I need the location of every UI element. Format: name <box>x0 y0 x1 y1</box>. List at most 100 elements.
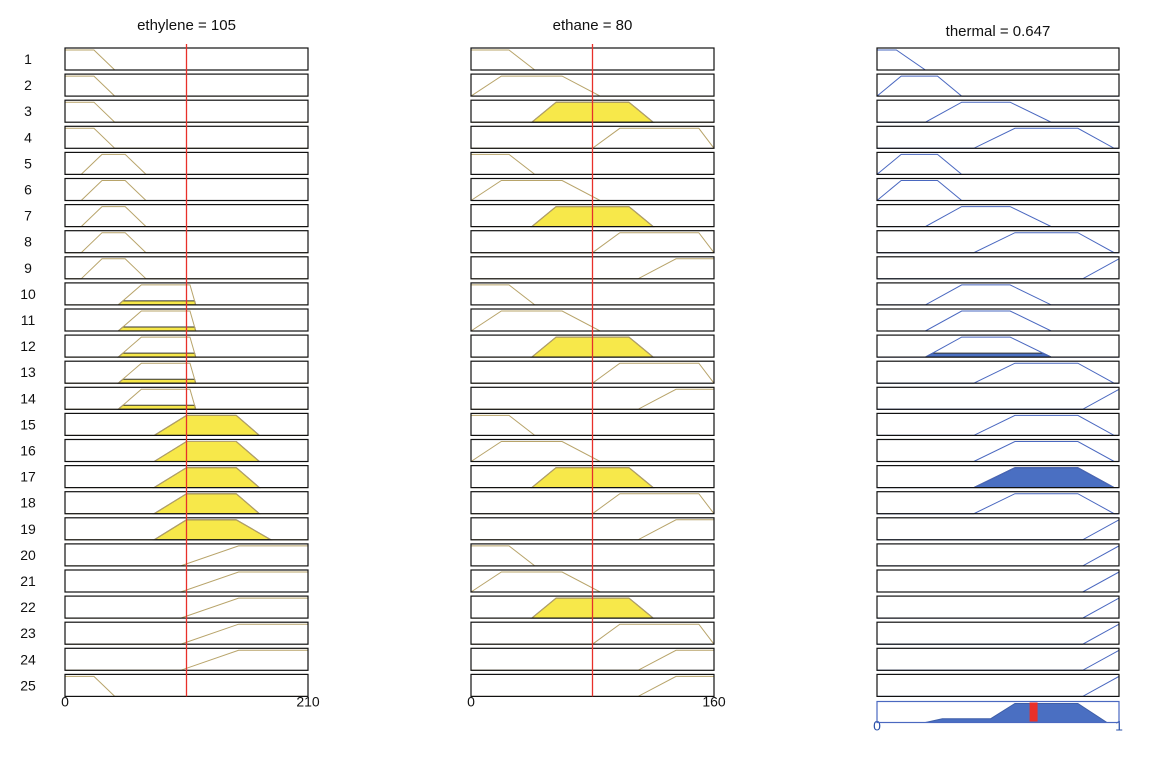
rule-number: 25 <box>20 677 36 693</box>
rule-number: 2 <box>24 77 32 93</box>
membership-function <box>877 493 1119 515</box>
rule-box <box>876 282 1120 306</box>
rule-cell <box>876 282 1120 306</box>
rule-number: 23 <box>20 625 36 641</box>
rule-cell <box>876 517 1120 541</box>
rule-box <box>876 47 1120 71</box>
rule-cell <box>876 360 1120 384</box>
firing-fill <box>116 326 197 332</box>
rule-box <box>876 334 1120 358</box>
rule-cell <box>876 412 1120 436</box>
rule-cell <box>876 99 1120 123</box>
membership-function <box>876 49 1119 71</box>
variable-title: ethylene = 105 <box>137 17 236 34</box>
membership-function <box>877 310 1119 332</box>
rule-box <box>876 99 1120 123</box>
panel-thermal: thermal = 0.647 0 1 <box>873 23 1123 734</box>
rule-cell <box>876 543 1120 567</box>
membership-function <box>877 623 1120 645</box>
membership-function <box>877 571 1120 593</box>
rule-cell <box>64 517 309 541</box>
rule-number: 14 <box>20 390 36 406</box>
axis-max-label: 210 <box>296 694 320 710</box>
aggregate-box <box>876 700 1120 724</box>
aggregate-fill <box>925 703 1109 723</box>
panel-ethylene: ethylene = 105 0 210 <box>61 17 320 710</box>
axis-min-label: 0 <box>467 694 475 710</box>
membership-function <box>876 180 1119 201</box>
rule-box <box>876 465 1120 489</box>
rule-number: 13 <box>20 364 36 380</box>
rule-cell <box>876 491 1120 515</box>
variable-panels: ethylene = 105 0 210 ethane = 80 0 160 thermal… <box>61 17 1123 734</box>
rule-cell <box>876 47 1120 71</box>
membership-function <box>877 414 1119 436</box>
membership-function <box>877 441 1119 462</box>
variable-title: ethane = 80 <box>553 17 633 34</box>
membership-function <box>877 101 1119 123</box>
rule-number: 11 <box>21 312 36 328</box>
rule-cell <box>876 256 1120 280</box>
rule-cell <box>876 73 1120 97</box>
rule-box <box>876 438 1120 463</box>
rule-box <box>876 517 1120 541</box>
rule-box <box>876 673 1120 698</box>
rule-box <box>876 204 1120 228</box>
firing-fill <box>116 378 197 384</box>
rule-box <box>876 386 1120 410</box>
rule-number: 24 <box>20 651 36 667</box>
rule-cell <box>876 230 1120 254</box>
membership-function <box>877 675 1120 697</box>
rule-cell <box>876 673 1120 698</box>
rule-box <box>876 73 1120 97</box>
rule-box <box>876 256 1120 280</box>
membership-function <box>876 75 1119 97</box>
membership-function <box>877 649 1120 671</box>
panel-ethane: ethane = 80 0 160 <box>467 17 726 710</box>
rule-number: 9 <box>24 260 32 276</box>
rule-box <box>876 412 1120 436</box>
output-value-marker <box>1029 702 1038 722</box>
firing-fill <box>925 352 1052 358</box>
membership-function <box>876 153 1119 175</box>
membership-function <box>877 206 1119 228</box>
rule-box <box>876 308 1120 332</box>
rule-box <box>876 125 1120 149</box>
rule-cell <box>876 595 1120 619</box>
rule-number: 12 <box>20 338 36 354</box>
rule-number: 15 <box>20 416 36 432</box>
rule-number: 10 <box>20 286 36 302</box>
membership-function <box>877 545 1120 567</box>
rule-box <box>876 595 1120 619</box>
rule-number: 21 <box>20 573 36 589</box>
rule-cell <box>876 177 1120 202</box>
rule-number: 6 <box>24 182 32 198</box>
rule-cell <box>876 204 1120 228</box>
rule-box <box>876 621 1120 645</box>
rule-number: 17 <box>20 469 36 485</box>
rule-number: 4 <box>24 129 32 145</box>
aggregate-output <box>876 700 1120 724</box>
rule-box <box>876 151 1120 175</box>
membership-function <box>877 232 1119 254</box>
rule-labels: 1234567891011121314151617181920212223242… <box>20 51 36 693</box>
rule-number: 16 <box>20 443 36 459</box>
rule-box <box>876 569 1120 593</box>
rule-number: 22 <box>20 599 36 615</box>
firing-fill <box>116 404 197 410</box>
rule-cell <box>876 647 1120 671</box>
membership-function <box>877 257 1120 280</box>
rule-cell <box>876 465 1120 489</box>
rule-cell <box>876 569 1120 593</box>
rule-box <box>876 230 1120 254</box>
rule-cell <box>876 438 1120 463</box>
axis-max-label: 160 <box>702 694 726 710</box>
rule-number: 8 <box>24 234 32 250</box>
axis-min-label: 0 <box>61 694 69 710</box>
rule-cell <box>876 308 1120 332</box>
axis-min-label: 0 <box>873 718 881 734</box>
firing-fill <box>116 352 197 358</box>
rule-box <box>876 360 1120 384</box>
rule-cell <box>876 386 1120 410</box>
